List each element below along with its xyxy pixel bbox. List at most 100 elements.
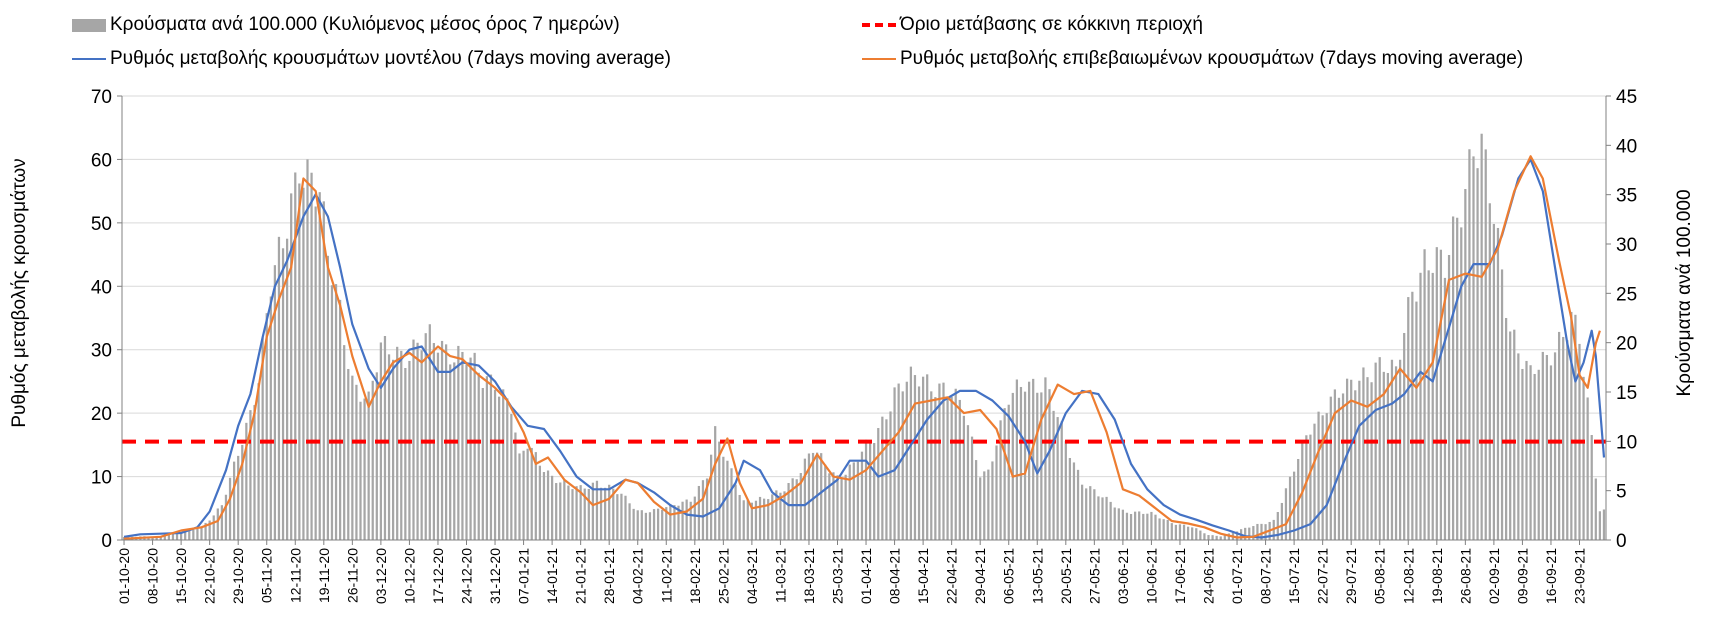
bar — [257, 383, 260, 540]
bar — [803, 458, 807, 540]
bar — [856, 461, 860, 540]
x-tick-label: 01-10-20 — [116, 548, 132, 604]
bar — [1182, 524, 1186, 540]
bar — [979, 477, 982, 540]
bar — [885, 419, 888, 540]
x-tick-label: 17-06-21 — [1172, 548, 1188, 604]
right-tick-label: 45 — [1616, 87, 1637, 108]
bar — [599, 487, 603, 540]
bar — [428, 324, 431, 540]
bar — [281, 248, 285, 540]
legend-threshold-label: Όριο μετάβασης σε κόκκινη περιοχή — [900, 14, 1203, 35]
bar — [1158, 518, 1161, 540]
bar — [294, 172, 297, 540]
bar — [571, 489, 574, 540]
legend-model: Ρυθμός μεταβολής κρουσμάτων μοντέλου (7d… — [72, 48, 671, 70]
bar — [1276, 512, 1279, 540]
bar — [701, 480, 705, 540]
bar — [1582, 376, 1585, 540]
legend-threshold: Όριο μετάβασης σε κόκκινη περιοχή — [862, 14, 1203, 36]
bar — [1382, 371, 1385, 540]
bar — [779, 492, 782, 540]
bar — [901, 391, 904, 540]
bar — [1280, 502, 1284, 540]
bar — [457, 345, 460, 540]
bar — [689, 501, 692, 540]
bar — [991, 461, 994, 540]
x-tick-label: 24-06-21 — [1201, 548, 1217, 604]
x-tick-label: 10-12-20 — [401, 548, 417, 604]
bar — [787, 483, 790, 540]
bar — [934, 397, 937, 540]
bar — [355, 384, 358, 540]
bar — [1023, 391, 1027, 540]
right-tick-label: 5 — [1616, 482, 1627, 503]
bar — [860, 451, 864, 540]
right-axis-label: Κρούσματα ανά 100.000 — [1674, 189, 1695, 396]
bar — [481, 388, 484, 540]
bar — [1562, 336, 1565, 540]
confirmed-series-line — [123, 155, 1601, 540]
bar — [864, 439, 868, 540]
bar — [974, 460, 978, 540]
bar — [485, 376, 489, 540]
bar — [184, 531, 187, 540]
bar — [665, 507, 668, 540]
bar — [1207, 535, 1210, 540]
bar — [1292, 471, 1296, 540]
bar — [1386, 373, 1390, 540]
bar — [1076, 469, 1080, 540]
x-tick-label: 26-08-21 — [1457, 548, 1473, 604]
bar — [591, 482, 595, 540]
bar — [889, 411, 892, 540]
bar — [983, 471, 986, 540]
left-tick-label: 0 — [101, 531, 112, 552]
x-tick-label: 31-12-20 — [487, 548, 503, 604]
x-tick-label: 21-01-21 — [573, 548, 589, 604]
bar — [506, 398, 509, 540]
bar — [241, 444, 244, 540]
bar — [938, 383, 941, 540]
bar — [1252, 526, 1255, 540]
bar — [987, 469, 990, 540]
bar — [1586, 397, 1589, 540]
x-tick-label: 19-11-20 — [316, 548, 332, 603]
bar — [824, 464, 827, 540]
bar — [1011, 392, 1014, 540]
bar — [232, 461, 236, 540]
bar — [1138, 511, 1141, 540]
bar — [1431, 272, 1434, 540]
bar — [1052, 410, 1055, 540]
bar — [159, 536, 162, 540]
bar — [1419, 272, 1422, 540]
x-axis-ticks: 01-10-20 08-10-20 15-10-20 22-10-20 29-10-20… — [116, 540, 1588, 604]
bar — [265, 313, 268, 540]
bar — [253, 405, 256, 540]
x-tick-label: 08-10-20 — [145, 548, 161, 604]
x-tick-label: 09-09-21 — [1514, 548, 1530, 604]
bar — [705, 478, 709, 540]
legend-confirmed-label: Ρυθμός μεταβολής επιβεβαιωμένων κρουσμάτ… — [900, 48, 1524, 69]
bar — [595, 480, 599, 540]
x-tick-label: 15-07-21 — [1286, 548, 1302, 604]
bar — [1354, 390, 1357, 540]
bar — [1085, 488, 1088, 540]
bar — [1248, 527, 1251, 540]
bar — [652, 509, 656, 540]
bar — [624, 495, 627, 540]
bar — [1142, 513, 1145, 540]
bar — [1080, 484, 1084, 540]
bar — [1048, 389, 1051, 540]
bar — [636, 510, 639, 540]
bar — [1170, 523, 1173, 540]
bar — [1093, 489, 1096, 540]
bar — [277, 236, 281, 540]
bar — [261, 337, 264, 540]
bar — [1366, 377, 1369, 540]
bars-group — [122, 133, 1606, 541]
bar — [1333, 389, 1337, 540]
left-tick-label: 40 — [91, 277, 112, 298]
bar — [1460, 227, 1463, 540]
bar — [832, 472, 835, 540]
bar — [958, 399, 961, 540]
